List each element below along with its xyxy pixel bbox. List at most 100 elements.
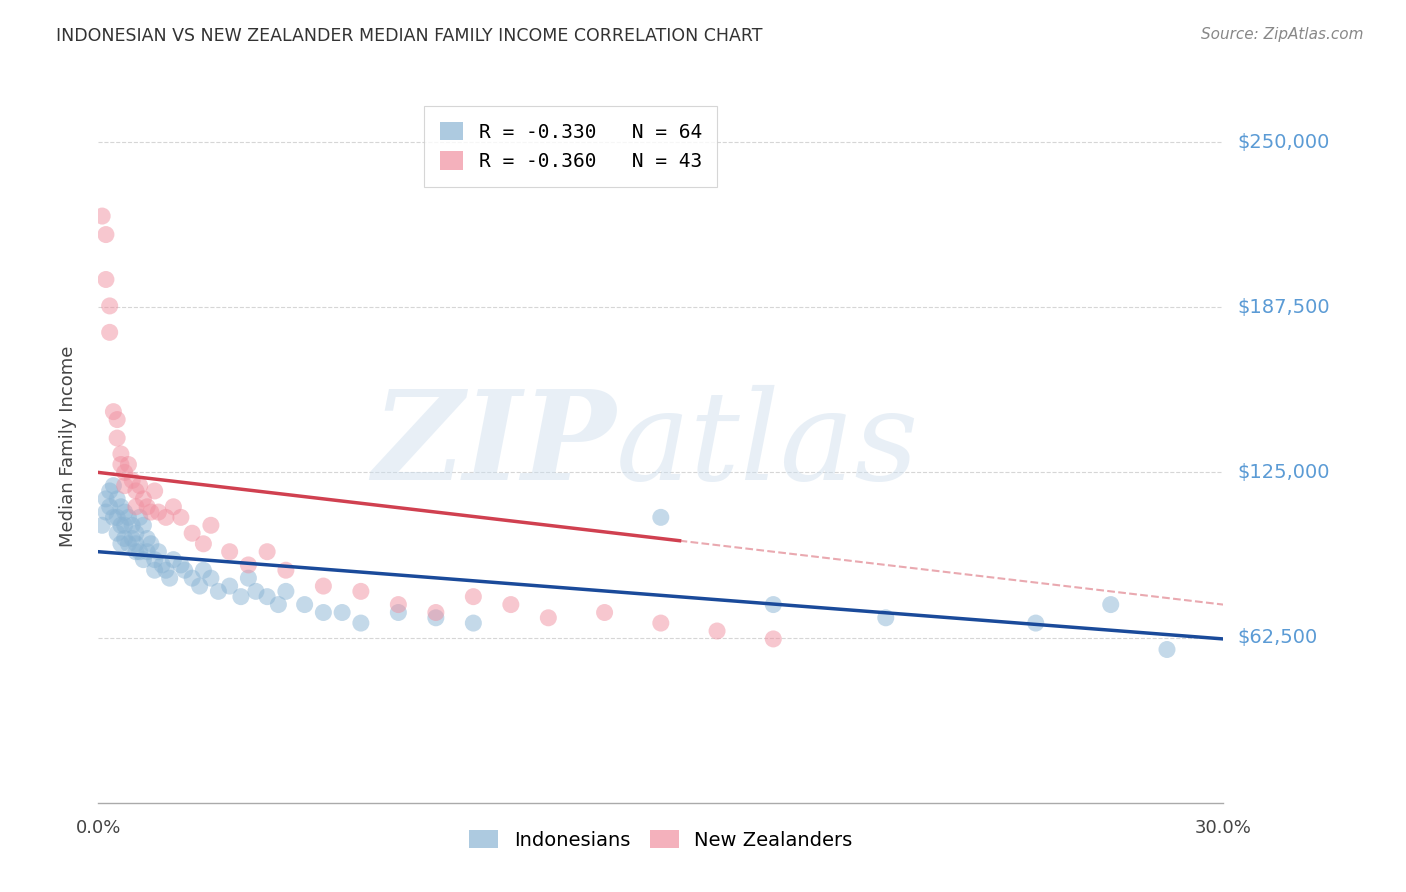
Point	[256, 545, 278, 559]
Point	[387, 598, 409, 612]
Point	[193, 537, 215, 551]
Y-axis label: Median Family Income: Median Family Income	[59, 345, 77, 547]
Point	[105, 431, 128, 445]
Point	[110, 447, 132, 461]
Point	[91, 209, 114, 223]
Text: atlas: atlas	[616, 385, 920, 507]
Point	[499, 598, 522, 612]
Point	[125, 483, 148, 498]
Point	[132, 552, 155, 566]
Point	[105, 510, 128, 524]
Point	[105, 526, 128, 541]
Point	[128, 545, 150, 559]
Point	[170, 558, 193, 572]
Point	[463, 590, 485, 604]
Point	[103, 404, 125, 418]
Point	[650, 510, 672, 524]
Point	[294, 598, 316, 612]
Point	[875, 611, 897, 625]
Point	[143, 563, 166, 577]
Point	[117, 537, 139, 551]
Point	[121, 518, 143, 533]
Point	[148, 545, 170, 559]
Text: INDONESIAN VS NEW ZEALANDER MEDIAN FAMILY INCOME CORRELATION CHART: INDONESIAN VS NEW ZEALANDER MEDIAN FAMIL…	[56, 27, 762, 45]
Point	[136, 532, 159, 546]
Point	[105, 491, 128, 506]
Point	[245, 584, 267, 599]
Point	[425, 611, 447, 625]
Point	[114, 478, 136, 492]
Point	[132, 518, 155, 533]
Point	[114, 532, 136, 546]
Point	[162, 552, 184, 566]
Point	[425, 606, 447, 620]
Point	[125, 500, 148, 514]
Point	[170, 510, 193, 524]
Point	[155, 510, 177, 524]
Legend: Indonesians, New Zealanders: Indonesians, New Zealanders	[461, 822, 860, 857]
Point	[1156, 642, 1178, 657]
Point	[98, 299, 121, 313]
Point	[387, 606, 409, 620]
Point	[267, 598, 290, 612]
Point	[238, 558, 260, 572]
Text: $62,500: $62,500	[1237, 628, 1317, 647]
Point	[706, 624, 728, 638]
Point	[117, 510, 139, 524]
Point	[117, 458, 139, 472]
Point	[200, 571, 222, 585]
Point	[148, 505, 170, 519]
Point	[274, 563, 297, 577]
Point	[128, 510, 150, 524]
Point	[274, 584, 297, 599]
Point	[114, 466, 136, 480]
Point	[143, 552, 166, 566]
Point	[114, 518, 136, 533]
Point	[181, 526, 204, 541]
Point	[350, 616, 373, 631]
Point	[1025, 616, 1047, 631]
Point	[330, 606, 353, 620]
Point	[193, 563, 215, 577]
Point	[139, 537, 162, 551]
Text: $250,000: $250,000	[1237, 133, 1330, 152]
Point	[593, 606, 616, 620]
Point	[110, 458, 132, 472]
Point	[103, 510, 125, 524]
Text: Source: ZipAtlas.com: Source: ZipAtlas.com	[1201, 27, 1364, 42]
Point	[256, 590, 278, 604]
Point	[762, 632, 785, 646]
Point	[121, 474, 143, 488]
Point	[143, 483, 166, 498]
Point	[218, 545, 240, 559]
Point	[200, 518, 222, 533]
Text: $187,500: $187,500	[1237, 298, 1330, 317]
Point	[229, 590, 252, 604]
Point	[105, 412, 128, 426]
Point	[98, 500, 121, 514]
Point	[188, 579, 211, 593]
Text: $125,000: $125,000	[1237, 463, 1330, 482]
Point	[162, 500, 184, 514]
Point	[350, 584, 373, 599]
Point	[173, 563, 195, 577]
Text: ZIP: ZIP	[373, 385, 616, 507]
Point	[91, 518, 114, 533]
Point	[312, 579, 335, 593]
Point	[463, 616, 485, 631]
Point	[125, 545, 148, 559]
Point	[125, 537, 148, 551]
Point	[94, 505, 117, 519]
Point	[159, 571, 181, 585]
Point	[238, 571, 260, 585]
Point	[98, 483, 121, 498]
Point	[1099, 598, 1122, 612]
Point	[94, 227, 117, 242]
Point	[94, 491, 117, 506]
Point	[94, 272, 117, 286]
Point	[110, 537, 132, 551]
Point	[312, 606, 335, 620]
Point	[110, 518, 132, 533]
Point	[125, 526, 148, 541]
Point	[136, 545, 159, 559]
